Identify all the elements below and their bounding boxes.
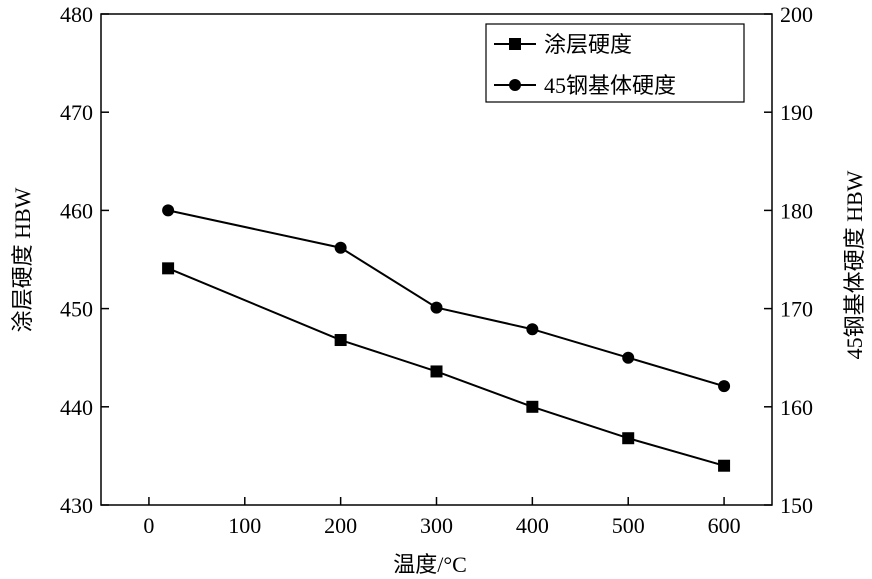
x-tick-label: 300 — [420, 513, 453, 538]
x-tick-label: 600 — [708, 513, 741, 538]
legend-box — [485, 23, 745, 103]
y-tick-label-right: 200 — [780, 2, 813, 27]
data-point-circle — [622, 351, 635, 364]
legend-label-substrate: 45钢基体硬度 — [544, 73, 676, 98]
legend: 涂层硬度 45钢基体硬度 — [485, 23, 745, 103]
y-tick-label-right: 160 — [780, 395, 813, 420]
data-point-square — [430, 365, 443, 378]
series-line-0 — [167, 267, 725, 467]
data-point-circle — [718, 380, 731, 393]
x-tick-label: 200 — [324, 513, 357, 538]
y-tick-label-left: 460 — [60, 198, 93, 223]
data-point-square — [334, 334, 347, 347]
data-point-square — [526, 400, 539, 413]
data-point-circle — [334, 241, 347, 254]
y-tick-label-right: 170 — [780, 297, 813, 322]
x-tick-label: 500 — [612, 513, 645, 538]
data-point-circle — [526, 323, 539, 336]
x-tick-label: 0 — [143, 513, 154, 538]
y-tick-label-left: 450 — [60, 297, 93, 322]
y-axis-label-left: 涂层硬度 HBW — [10, 187, 35, 332]
data-point-square — [162, 262, 175, 275]
data-point-square — [718, 459, 731, 472]
data-point-circle — [162, 204, 175, 217]
x-tick-label: 100 — [228, 513, 261, 538]
series-line-1 — [167, 209, 725, 388]
legend-marker-circle — [509, 79, 521, 91]
y-tick-label-left: 480 — [60, 2, 93, 27]
legend-marker-square — [509, 38, 521, 50]
y-tick-label-right: 190 — [780, 100, 813, 125]
y-tick-label-left: 440 — [60, 395, 93, 420]
data-point-square — [622, 432, 635, 445]
legend-label-coating: 涂层硬度 — [544, 32, 632, 57]
x-tick-label: 400 — [516, 513, 549, 538]
y-tick-label-left: 470 — [60, 100, 93, 125]
y-tick-label-right: 180 — [780, 198, 813, 223]
x-axis-label: 温度/°C — [393, 552, 467, 577]
y-tick-label-right: 150 — [780, 493, 813, 518]
data-point-circle — [430, 301, 443, 314]
y-tick-label-left: 430 — [60, 493, 93, 518]
y-axis-label-right: 45钢基体硬度 HBW — [842, 170, 867, 359]
